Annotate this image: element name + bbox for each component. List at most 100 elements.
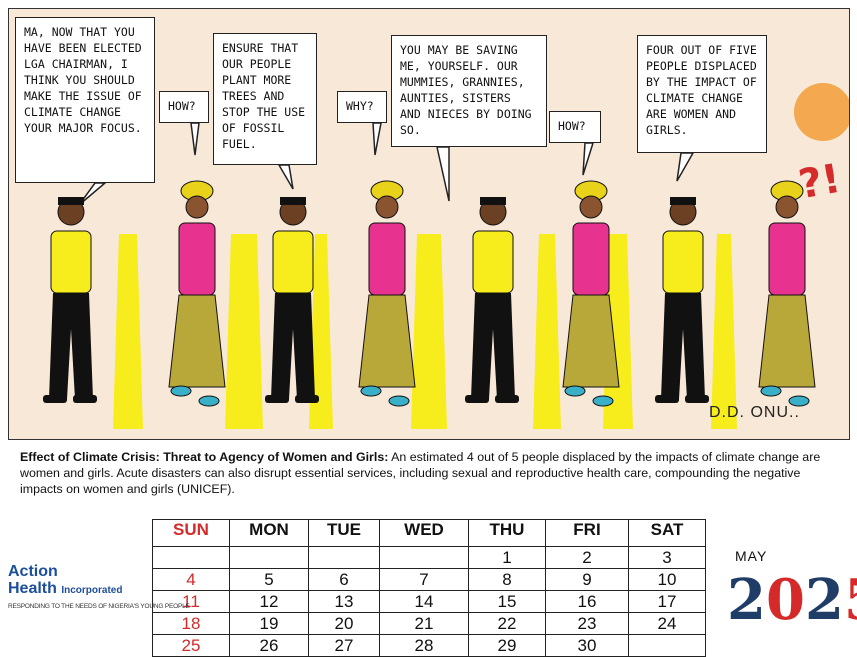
man-shoe: [43, 395, 67, 403]
woman-head: [185, 195, 209, 219]
woman-shoe: [360, 385, 382, 397]
calendar-day-cell: 2: [545, 546, 629, 569]
bubble-text-3: ENSURE THAT OUR PEOPLE PLANT MORE TREES …: [222, 41, 306, 151]
day-header-thu: THU: [468, 519, 546, 547]
calendar-day-cell: 16: [545, 590, 629, 613]
logo-line2a: Health: [8, 580, 57, 597]
logo-line2b: Incorporated: [61, 585, 123, 596]
bubble-tail: [676, 152, 695, 182]
man-shoe: [73, 395, 97, 403]
confused-mark: ?!: [795, 155, 845, 209]
calendar-day-cell: [308, 546, 380, 569]
woman-shoe: [388, 395, 410, 407]
man-trousers: [471, 293, 515, 399]
calendar-week-row: 18 19 20 21 22 23 24: [152, 612, 706, 635]
light-beam: [533, 234, 561, 429]
calendar-day-cell: 18: [152, 612, 230, 635]
calendar-grid: SUN MON TUE WED THU FRI SAT 1 2 3 4 5 6 7 8 9 10 11 12 13 1…: [152, 519, 706, 657]
light-beam: [225, 234, 263, 429]
year-digit: 0: [765, 567, 805, 633]
woman-blouse: [178, 222, 216, 296]
bubble-text-6: HOW?: [558, 119, 586, 133]
man-shoe: [265, 395, 289, 403]
action-health-logo: Action Health Incorporated RESPONDING TO…: [8, 563, 190, 610]
calendar-day-cell: 3: [628, 546, 706, 569]
calendar-day-cell: 1: [468, 546, 546, 569]
man-shirt: [272, 230, 314, 294]
calendar-day-cell: 5: [229, 568, 309, 591]
cartoon-illustration: [43, 122, 816, 429]
calendar-week-row: 11 12 13 14 15 16 17: [152, 590, 706, 613]
light-beam: [411, 234, 447, 429]
woman-shoe: [592, 395, 614, 407]
artist-signature: D.D. ONU..: [709, 404, 800, 421]
woman-blouse: [368, 222, 406, 296]
man-hair: [480, 197, 506, 205]
man-shoe: [685, 395, 709, 403]
speech-bubble-2: HOW?: [159, 91, 209, 123]
man-shoe: [655, 395, 679, 403]
speech-bubble-6: HOW?: [549, 111, 601, 143]
calendar-day-cell: 7: [379, 568, 469, 591]
woman-shoe: [760, 385, 782, 397]
month-label: MAY: [735, 548, 768, 564]
sun-shape: [794, 83, 849, 141]
woman-skirt: [168, 294, 226, 388]
man-hair: [670, 197, 696, 205]
light-beam: [113, 234, 143, 429]
woman-skirt: [358, 294, 416, 388]
calendar-day-cell: 22: [468, 612, 546, 635]
calendar-day-cell: 26: [229, 634, 309, 657]
man-hair: [280, 197, 306, 205]
woman-blouse: [768, 222, 806, 296]
speech-bubble-5: YOU MAY BE SAVING ME, YOURSELF. OUR MUMM…: [391, 35, 547, 147]
woman-head: [775, 195, 799, 219]
day-header-tue: TUE: [308, 519, 380, 547]
calendar-day-cell: 19: [229, 612, 309, 635]
day-header-sun: SUN: [152, 519, 230, 547]
man-shirt: [662, 230, 704, 294]
logo-line1: Action: [8, 563, 58, 580]
calendar-day-cell: 9: [545, 568, 629, 591]
year-digit: 2: [727, 567, 766, 633]
woman-head: [579, 195, 603, 219]
man-hair: [58, 197, 84, 205]
bubble-tail: [190, 122, 200, 156]
calendar-day-cell: 6: [308, 568, 380, 591]
caption-heading: Effect of Climate Crisis: Threat to Agen…: [20, 450, 389, 464]
bubble-text-7: FOUR OUT OF FIVE PEOPLE DISPLACED BY THE…: [646, 43, 757, 137]
calendar-day-cell: 10: [628, 568, 706, 591]
speech-bubble-4: WHY?: [337, 91, 387, 123]
calendar-week-row: 4 5 6 7 8 9 10: [152, 568, 706, 591]
calendar-day-cell: 24: [628, 612, 706, 635]
calendar-day-cell: 13: [308, 590, 380, 613]
day-header-mon: MON: [229, 519, 309, 547]
calendar-day-cell: 27: [308, 634, 380, 657]
bubble-tail: [436, 146, 450, 202]
calendar-day-cell: 8: [468, 568, 546, 591]
man-shoe: [495, 395, 519, 403]
calendar-day-cell: 29: [468, 634, 546, 657]
bubble-tail: [277, 164, 294, 190]
year-label: 2025: [727, 570, 857, 630]
calendar-day-cell: 28: [379, 634, 469, 657]
woman-skirt: [562, 294, 620, 388]
woman-shoe: [198, 395, 220, 407]
bubble-text-1: MA, NOW THAT YOU HAVE BEEN ELECTED LGA C…: [24, 25, 142, 135]
calendar-day-cell: 21: [379, 612, 469, 635]
bubble-text-5: YOU MAY BE SAVING ME, YOURSELF. OUR MUMM…: [400, 43, 532, 137]
speech-bubble-7: FOUR OUT OF FIVE PEOPLE DISPLACED BY THE…: [637, 35, 767, 153]
calendar-day-cell: 20: [308, 612, 380, 635]
day-header-sat: SAT: [628, 519, 706, 547]
bubble-text-4: WHY?: [346, 99, 374, 113]
speech-bubble-1: MA, NOW THAT YOU HAVE BEEN ELECTED LGA C…: [15, 17, 155, 183]
calendar-day-cell: 23: [545, 612, 629, 635]
caption-text: Effect of Climate Crisis: Threat to Agen…: [20, 449, 840, 497]
woman-shoe: [564, 385, 586, 397]
man-trousers: [271, 293, 315, 399]
cartoon-panel: MA, NOW THAT YOU HAVE BEEN ELECTED LGA C…: [8, 8, 850, 440]
bubble-tail: [372, 122, 382, 156]
calendar-day-cell: 25: [152, 634, 230, 657]
day-header-fri: FRI: [545, 519, 629, 547]
caption-body: An estimated 4 out of 5 people displaced…: [20, 450, 821, 496]
